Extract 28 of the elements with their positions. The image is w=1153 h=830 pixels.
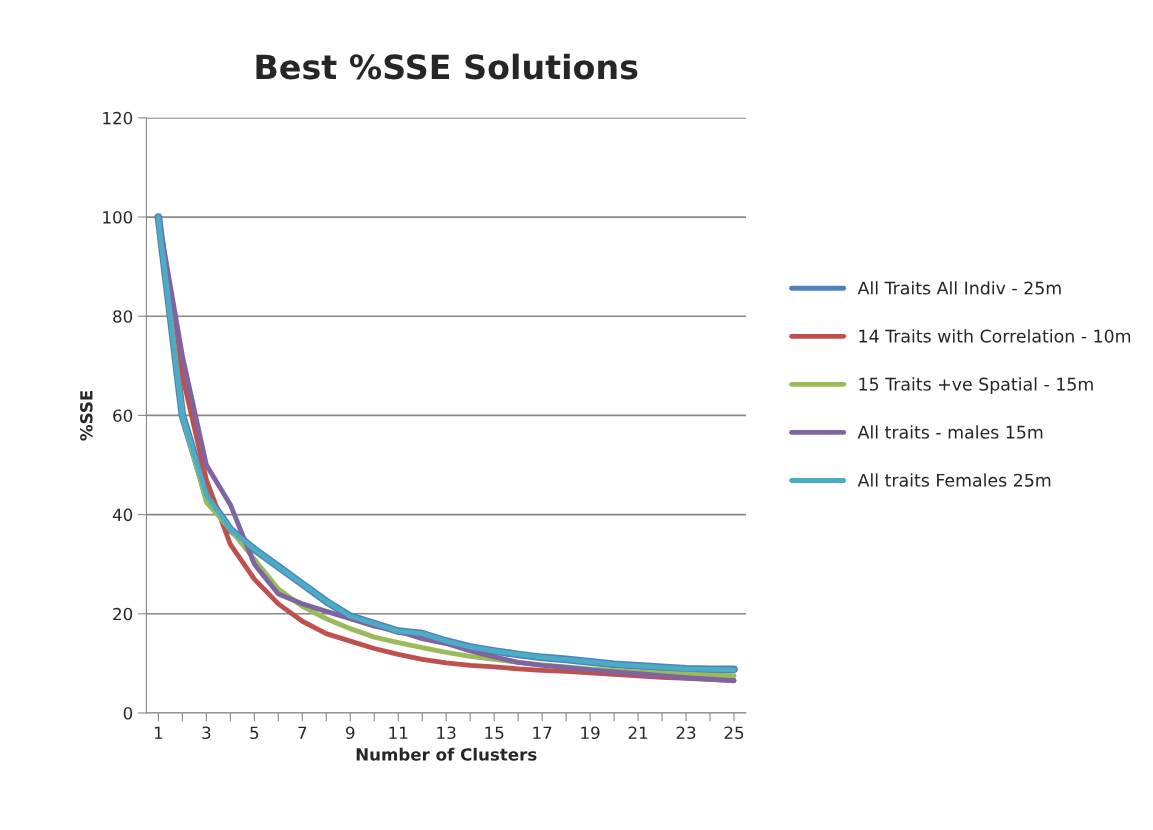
y-tick-label: 60 (113, 409, 133, 422)
x-tick-label: 11 (389, 726, 408, 739)
x-tick-label: 25 (724, 726, 744, 740)
chart-title: Best %SSE Solutions (256, 53, 638, 80)
y-axis-title: %SSE (80, 390, 93, 441)
legend-label: All traits - males 15m (857, 425, 1043, 439)
y-tick-label: 80 (113, 310, 133, 323)
legend-label: All Traits All Indiv - 25m (857, 281, 1061, 295)
y-tick-label: 120 (103, 111, 133, 125)
x-tick-label: 5 (250, 726, 259, 740)
x-axis-title: Number of Clusters (356, 747, 537, 761)
x-tick-label: 3 (202, 726, 211, 740)
x-tick-label: 17 (533, 726, 552, 739)
legend-label: 15 Traits +ve Spatial - 15m (859, 377, 1093, 395)
legend-label: All traits Females 25m (857, 473, 1051, 487)
x-tick-label: 9 (346, 726, 355, 740)
x-tick-label: 23 (676, 726, 696, 740)
y-tick-label: 20 (113, 607, 133, 621)
y-tick-label: 0 (123, 706, 133, 720)
y-tick-label: 40 (112, 508, 133, 522)
x-tick-label: 13 (437, 726, 456, 740)
y-tick-label: 100 (103, 211, 133, 224)
x-tick-label: 7 (298, 726, 307, 739)
x-tick-label: 21 (628, 726, 648, 739)
x-tick-label: 15 (485, 726, 504, 740)
x-tick-label: 19 (581, 726, 600, 740)
legend-label: 14 Traits with Correlation - 10m (859, 329, 1131, 343)
x-tick-label: 1 (154, 726, 163, 739)
